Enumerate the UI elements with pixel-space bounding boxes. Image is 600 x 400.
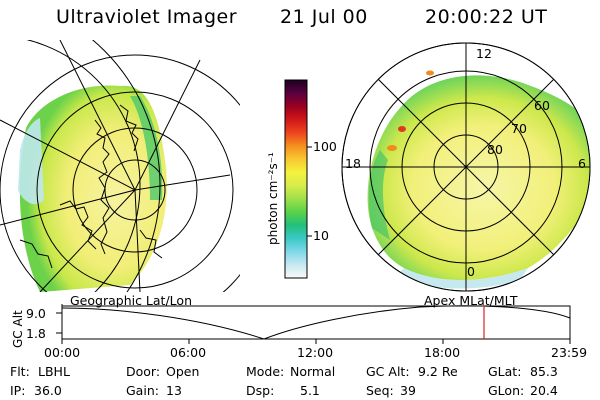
geographic-caption: Geographic Lat/Lon bbox=[70, 293, 192, 308]
door-label: Door: bbox=[126, 364, 161, 379]
seq-value: 39 bbox=[400, 383, 416, 398]
apex-caption: Apex MLat/MLT bbox=[424, 293, 518, 308]
orbit-altitude-curve bbox=[61, 305, 571, 340]
gain-value: 13 bbox=[166, 383, 182, 398]
timeline-xtick-1800: 18:00 bbox=[424, 345, 461, 360]
colorbar bbox=[285, 80, 307, 278]
timeline-xtick-0600: 06:00 bbox=[170, 345, 207, 360]
header-time: 20:00:22 UT bbox=[425, 6, 548, 28]
door-value: Open bbox=[166, 364, 200, 379]
seq-label: Seq: bbox=[366, 383, 394, 398]
ip-value: 36.0 bbox=[34, 383, 62, 398]
mode-label: Mode: bbox=[246, 364, 285, 379]
timeline-ytick-1-8: 1.8 bbox=[26, 326, 46, 341]
timeline-ylabel: GC Alt bbox=[11, 310, 25, 348]
mlt-label-18: 18 bbox=[345, 156, 361, 171]
gcalt-label: GC Alt: bbox=[366, 364, 410, 379]
timeline-xtick-1200: 12:00 bbox=[297, 345, 334, 360]
timeline-xtick-2359: 23:59 bbox=[551, 345, 588, 360]
gain-label: Gain: bbox=[126, 383, 159, 398]
polar-image bbox=[342, 43, 590, 291]
flt-value: LBHL bbox=[38, 364, 70, 379]
lat-label-60: 60 bbox=[534, 98, 550, 113]
glat-label: GLat: bbox=[488, 364, 522, 379]
timeline-ytick-9: 9.0 bbox=[26, 306, 46, 321]
timeline-plot bbox=[61, 305, 571, 340]
glon-label: GLon: bbox=[488, 383, 525, 398]
colorbar-unit-label: photon cm⁻²s⁻¹ bbox=[266, 152, 280, 245]
header-date: 21 Jul 00 bbox=[280, 6, 368, 28]
app-title: Ultraviolet Imager bbox=[56, 6, 238, 28]
colorbar-tick-100: 100 bbox=[313, 139, 337, 154]
mlt-label-0: 0 bbox=[467, 264, 475, 279]
glat-value: 85.3 bbox=[530, 364, 558, 379]
geographic-image bbox=[0, 40, 240, 292]
gcalt-value: 9.2 Re bbox=[418, 364, 458, 379]
lat-label-80: 80 bbox=[487, 142, 503, 157]
dsp-label: Dsp: bbox=[246, 383, 275, 398]
ip-label: IP: bbox=[10, 383, 26, 398]
mlt-label-6: 6 bbox=[578, 156, 586, 171]
timeline-xtick-0000: 00:00 bbox=[44, 345, 81, 360]
mlt-label-12: 12 bbox=[476, 46, 492, 61]
dsp-value: 5.1 bbox=[300, 383, 320, 398]
glon-value: 20.4 bbox=[530, 383, 558, 398]
colorbar-tick-10: 10 bbox=[313, 228, 329, 243]
mode-value: Normal bbox=[290, 364, 336, 379]
lat-label-70: 70 bbox=[511, 121, 527, 136]
flt-label: Flt: bbox=[10, 364, 30, 379]
